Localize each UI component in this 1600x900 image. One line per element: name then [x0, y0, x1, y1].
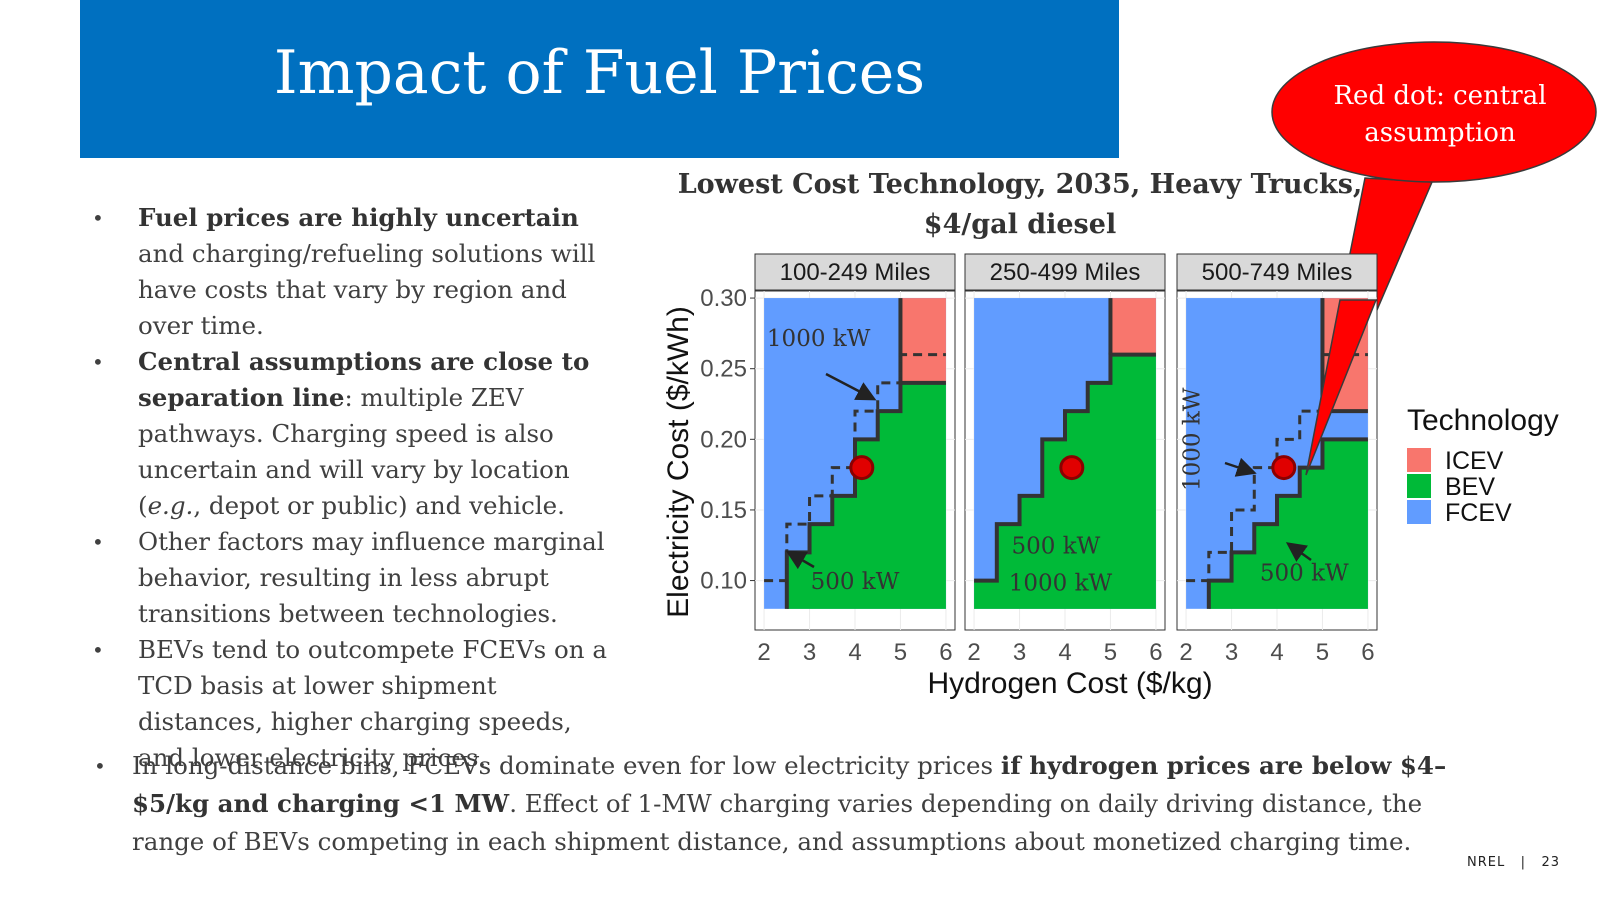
boundary-500kw	[1206, 437, 1368, 609]
x-tick-label: 4	[848, 639, 861, 666]
chart-title: Lowest Cost Technology, 2035, Heavy Truc…	[678, 169, 1363, 200]
facet-panel-2: 250-499 Miles 500 kW 1000 kW 2 3 4 5 6	[964, 253, 1166, 666]
x-tick-label: 4	[1270, 639, 1283, 666]
annotation-label: 1000 kW	[767, 326, 871, 352]
bullet-item: • Other factors may influence marginal b…	[90, 524, 610, 632]
bev-region	[1208, 439, 1368, 609]
bullet-text: . Effect of 1-MW charging varies dependi…	[132, 789, 1423, 856]
bullet-icon: •	[92, 638, 104, 662]
legend-swatch-fcev	[1407, 500, 1431, 524]
icev-region	[1110, 298, 1156, 355]
x-tick-label: 6	[939, 639, 952, 666]
bullet-text: In long-distance bins, FCEVs dominate ev…	[132, 751, 1001, 780]
y-tick-label: 0.20	[700, 426, 747, 453]
boundary-1000kw	[764, 353, 946, 583]
bottom-bullet: • In long-distance bins, FCEVs dominate …	[92, 747, 1492, 861]
x-tick-label: 3	[803, 639, 816, 666]
central-assumption-dot	[1059, 455, 1085, 481]
annotation-arrow	[785, 550, 815, 570]
footer-separator: |	[1520, 855, 1527, 870]
annotation-label: 1000 kW	[1180, 387, 1206, 491]
bullet-icon: •	[94, 754, 106, 778]
y-tick-label: 0.30	[700, 285, 747, 312]
x-tick-label: 5	[1104, 639, 1117, 666]
facet-strip	[754, 253, 956, 291]
annotation-arrow	[1224, 457, 1257, 477]
annotation-label: 500 kW	[1260, 561, 1349, 587]
bullet-text: : multiple ZEV pathways. Charging speed …	[138, 383, 570, 520]
central-assumption-dot	[849, 455, 875, 481]
bullet-bold: if hydrogen prices are below $4–$5/kg an…	[132, 751, 1447, 818]
title-banner: Impact of Fuel Prices	[80, 0, 1119, 158]
x-tick-label: 3	[1013, 639, 1026, 666]
page-number: 23	[1541, 855, 1560, 870]
facet-strip	[1176, 253, 1378, 291]
slide-title: Impact of Fuel Prices	[273, 38, 926, 108]
x-tick-label: 6	[1361, 639, 1374, 666]
x-tick-label: 5	[894, 639, 907, 666]
icev-region	[900, 298, 946, 383]
annotation-arrow	[825, 372, 877, 401]
chart-subtitle: $4/gal diesel	[924, 209, 1116, 240]
x-tick-label: 2	[1179, 639, 1192, 666]
boundary-500kw	[974, 352, 1156, 583]
footer-org: NREL	[1467, 855, 1506, 870]
y-axis-title: Electricity Cost ($/kWh)	[662, 306, 695, 618]
bullet-text: , depot or public) and vehicle.	[193, 491, 565, 520]
facet-label: 250-499 Miles	[990, 259, 1141, 286]
legend-label-bev: BEV	[1445, 473, 1495, 501]
x-tick-label: 3	[1225, 639, 1238, 666]
bullet-italic: e.g.	[147, 491, 194, 520]
facet-strip	[964, 253, 1166, 291]
bullet-bold: Central assumptions are close to separat…	[138, 347, 590, 412]
legend-swatch-bev	[1407, 474, 1431, 498]
bullet-icon: •	[92, 350, 104, 374]
y-tick-label: 0.10	[700, 568, 747, 595]
facet-panel-3: 500-749 Miles 1000 kW 500 kW 2 3 4 5 6	[1176, 253, 1378, 666]
callout-line: assumption	[1364, 118, 1516, 148]
annotation-arrow	[1285, 542, 1312, 562]
footer: NREL | 23	[1467, 855, 1560, 870]
facet-label: 500-749 Miles	[1202, 259, 1353, 286]
bullet-text: Other factors may influence marginal beh…	[138, 527, 605, 628]
callout-label: Red dot: central assumption	[1280, 78, 1600, 152]
x-tick-label: 2	[757, 639, 770, 666]
facet-label: 100-249 Miles	[780, 259, 931, 286]
x-axis-title: Hydrogen Cost ($/kg)	[927, 667, 1212, 700]
annotation-label: 500 kW	[811, 569, 900, 595]
bullet-icon: •	[92, 206, 104, 230]
y-tick-label: 0.15	[700, 497, 747, 524]
bev-region	[974, 354, 1156, 609]
callout-bubble	[1271, 41, 1597, 183]
legend-title: Technology	[1407, 404, 1559, 437]
bullet-item: • BEVs tend to outcompete FCEVs on a TCD…	[90, 632, 610, 776]
x-tick-label: 5	[1316, 639, 1329, 666]
bullet-item: • Central assumptions are close to separ…	[90, 344, 610, 524]
bullet-icon: •	[92, 530, 104, 554]
bullet-item: • Fuel prices are highly uncertain and c…	[90, 200, 610, 344]
facet-panel-1: 100-249 Miles 1000 kW 500 kW 2 3 4 5 6	[754, 253, 956, 666]
annotation-label: 1000 kW	[1009, 570, 1113, 596]
legend-label-icev: ICEV	[1445, 447, 1504, 475]
legend-swatch-icev	[1407, 448, 1431, 472]
x-tick-label: 2	[967, 639, 980, 666]
annotation-label: 500 kW	[1012, 534, 1101, 560]
callout-line: Red dot: central	[1333, 81, 1547, 111]
boundary-500kw	[784, 380, 946, 609]
bullet-bold: Fuel prices are highly uncertain	[138, 203, 579, 232]
central-assumption-dot	[1271, 455, 1297, 481]
legend-label-fcev: FCEV	[1445, 499, 1512, 527]
x-tick-label: 4	[1058, 639, 1071, 666]
bev-region	[786, 382, 946, 609]
bullet-text: BEVs tend to outcompete FCEVs on a TCD b…	[138, 635, 607, 772]
bullet-list: • Fuel prices are highly uncertain and c…	[90, 200, 610, 776]
callout-pointer-tip	[1305, 299, 1378, 476]
bullet-text: and charging/refueling solutions will ha…	[138, 239, 596, 340]
x-tick-label: 6	[1149, 639, 1162, 666]
y-tick-label: 0.25	[700, 356, 747, 383]
